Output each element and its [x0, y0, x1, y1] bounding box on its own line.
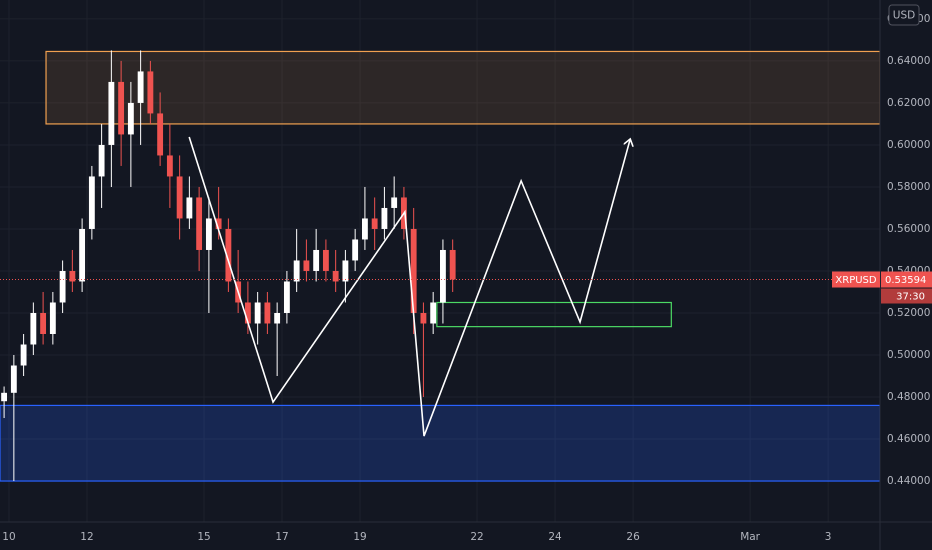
y-tick-label: 0.44000	[887, 475, 930, 487]
y-tick-label: 0.48000	[887, 391, 930, 403]
candle-body	[196, 197, 203, 250]
x-tick-label: 12	[80, 531, 93, 543]
candle-body	[391, 197, 398, 208]
zones	[0, 50, 880, 482]
x-tick-label: Mar	[740, 531, 760, 543]
x-tick-label: 17	[275, 531, 288, 543]
candle-body	[205, 218, 212, 250]
candle-body	[352, 239, 359, 261]
y-tick-label: 0.58000	[887, 181, 930, 193]
candle-body	[1, 392, 8, 402]
y-tick-label: 0.46000	[887, 433, 930, 445]
candle-body	[98, 144, 105, 177]
candle-body	[118, 81, 125, 135]
price-tag	[881, 271, 932, 288]
y-tick-label: 0.50000	[887, 349, 930, 361]
x-tick-label: 15	[197, 531, 210, 543]
candle-body	[371, 218, 378, 229]
candles	[1, 50, 456, 482]
candle-body	[440, 249, 446, 303]
candle-body	[283, 281, 290, 313]
candle-body	[69, 270, 76, 282]
candle-body	[381, 207, 388, 229]
candle-body	[88, 176, 95, 229]
candle-body	[430, 302, 437, 324]
candle-body	[49, 302, 56, 334]
projection-path	[188, 136, 630, 437]
candle-body	[420, 312, 427, 324]
x-tick-label: 26	[626, 531, 640, 543]
candle-body	[332, 270, 339, 282]
candle-body	[30, 312, 37, 345]
countdown-tag	[881, 288, 932, 304]
candle-body	[449, 249, 456, 280]
candle-body	[127, 102, 134, 135]
y-tick-label: 0.52000	[887, 307, 930, 319]
candle-body	[254, 302, 261, 324]
symbol-label: XRPUSD	[835, 275, 876, 286]
candle-body	[264, 302, 271, 324]
currency-box[interactable]	[888, 4, 920, 26]
x-tick-label: 3	[825, 531, 832, 543]
y-tick-label: 0.56000	[887, 223, 930, 235]
candle-body	[176, 176, 183, 219]
candle-body	[322, 249, 329, 271]
candle-body	[20, 344, 27, 366]
candle-body	[137, 71, 144, 103]
x-tick-label: 22	[470, 531, 483, 543]
candle-body	[342, 260, 349, 282]
candle-body	[166, 155, 173, 177]
candle-body	[10, 365, 17, 393]
y-tick-label: 0.64000	[887, 55, 930, 67]
symbol-tag	[832, 271, 880, 288]
countdown-label: 37:30	[896, 292, 925, 303]
candle-body	[303, 260, 310, 271]
candle-body	[225, 228, 232, 282]
candle-body	[244, 302, 251, 324]
candle-body	[274, 312, 281, 324]
zone	[0, 404, 880, 482]
candle-body	[59, 270, 66, 303]
candle-body	[108, 81, 115, 145]
x-tick-label: 10	[2, 531, 15, 543]
price-label: 0.53594	[885, 275, 926, 286]
candle-body	[313, 249, 320, 271]
candle-body	[147, 71, 154, 114]
candle-body	[361, 218, 368, 240]
candle-body	[293, 260, 300, 282]
currency: USD	[893, 10, 915, 22]
overlay	[0, 136, 880, 437]
zone	[436, 301, 672, 328]
zone	[45, 50, 880, 125]
candle-body	[215, 218, 222, 229]
candle-body	[157, 113, 164, 156]
x-tick-label: 24	[548, 531, 562, 543]
candle-body	[410, 228, 417, 313]
candle-body	[79, 228, 86, 282]
x-tick-label: 19	[353, 531, 366, 543]
candle-body	[186, 197, 193, 219]
grid	[0, 0, 880, 522]
y-tick-label: 0.60000	[887, 139, 930, 151]
candle-body	[40, 312, 47, 334]
y-tick-label: 0.62000	[887, 97, 930, 109]
